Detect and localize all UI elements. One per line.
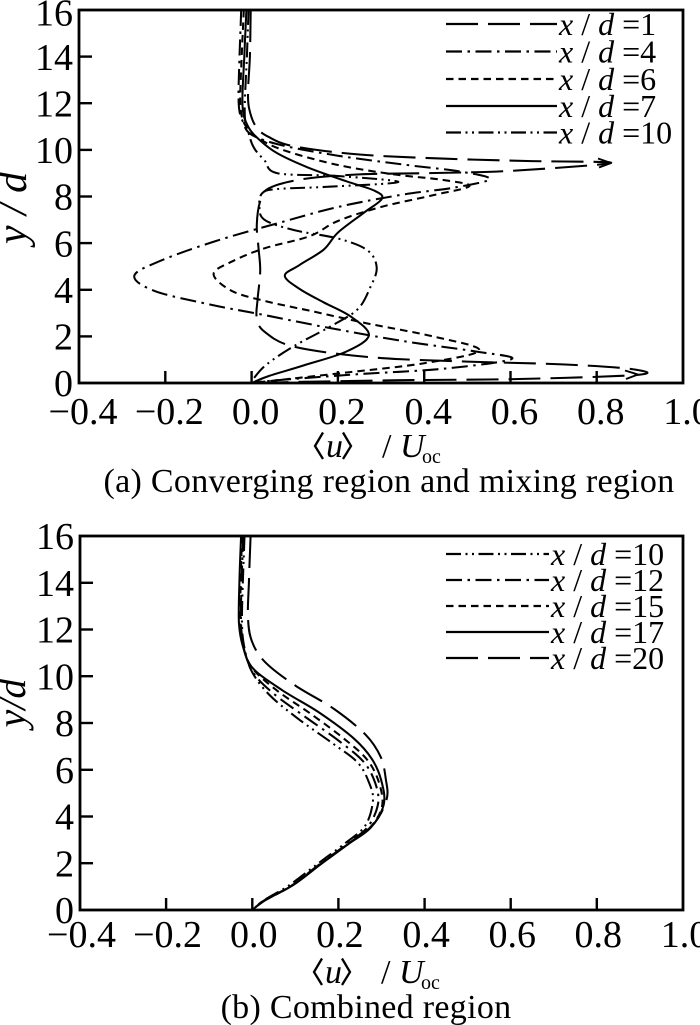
svg-text:10: 10 xyxy=(36,657,74,699)
svg-text:0.0: 0.0 xyxy=(232,391,280,433)
svg-text:oc: oc xyxy=(422,446,441,468)
svg-text:8: 8 xyxy=(55,703,74,745)
svg-text:/: / xyxy=(381,954,391,991)
svg-text:0.6: 0.6 xyxy=(488,914,536,956)
svg-text:x / d =10: x / d =10 xyxy=(558,115,672,151)
svg-text:0.2: 0.2 xyxy=(318,391,366,433)
svg-text:12: 12 xyxy=(36,610,74,652)
svg-text:x / d =1: x / d =1 xyxy=(558,6,656,42)
svg-text:−0.2: −0.2 xyxy=(135,391,204,433)
svg-text:x / d =10: x / d =10 xyxy=(550,536,664,572)
svg-text:y/d: y/d xyxy=(0,678,34,732)
svg-text:16: 16 xyxy=(35,0,73,35)
svg-text:x / d =6: x / d =6 xyxy=(558,61,656,97)
svg-text:−0.2: −0.2 xyxy=(133,914,202,956)
svg-text:−0.4: −0.4 xyxy=(49,391,118,433)
svg-text:(a) Converging region and mixi: (a) Converging region and mixing region xyxy=(103,463,674,500)
svg-text:0.2: 0.2 xyxy=(316,914,364,956)
svg-text:x / d =12: x / d =12 xyxy=(550,562,664,598)
svg-text:U: U xyxy=(400,428,427,465)
svg-text:x / d =15: x / d =15 xyxy=(550,588,664,624)
svg-text:12: 12 xyxy=(35,84,73,126)
svg-text:2: 2 xyxy=(54,317,73,359)
svg-text:0.8: 0.8 xyxy=(577,391,625,433)
svg-text:(b) Combined region: (b) Combined region xyxy=(221,989,512,1025)
svg-text:16: 16 xyxy=(36,516,74,558)
svg-text:0.0: 0.0 xyxy=(230,914,278,956)
svg-text:oc: oc xyxy=(421,972,440,994)
svg-text:x / d =17: x / d =17 xyxy=(550,614,664,650)
svg-text:0.4: 0.4 xyxy=(404,391,452,433)
svg-text:0: 0 xyxy=(55,890,74,932)
svg-text:2: 2 xyxy=(55,844,74,886)
svg-text:U: U xyxy=(399,954,426,991)
svg-text:u: u xyxy=(325,954,342,991)
svg-text:/: / xyxy=(382,428,392,465)
svg-text:u: u xyxy=(326,428,343,465)
svg-text:x / d =7: x / d =7 xyxy=(558,88,656,124)
svg-text:y / d: y / d xyxy=(0,171,36,248)
svg-text:0.6: 0.6 xyxy=(491,391,539,433)
svg-text:x / d =4: x / d =4 xyxy=(558,34,656,70)
svg-text:0: 0 xyxy=(54,363,73,405)
svg-text:14: 14 xyxy=(36,563,74,605)
svg-text:8: 8 xyxy=(54,177,73,219)
svg-text:4: 4 xyxy=(55,797,74,839)
svg-text:14: 14 xyxy=(35,37,73,79)
svg-text:1.0: 1.0 xyxy=(663,391,700,433)
svg-text:6: 6 xyxy=(55,750,74,792)
svg-text:4: 4 xyxy=(54,270,73,312)
svg-text:−0.4: −0.4 xyxy=(47,914,116,956)
svg-text:1.0: 1.0 xyxy=(661,914,700,956)
svg-text:0.4: 0.4 xyxy=(402,914,450,956)
svg-text:0.8: 0.8 xyxy=(575,914,623,956)
svg-text:x / d =20: x / d =20 xyxy=(550,640,664,676)
svg-text:10: 10 xyxy=(35,130,73,172)
svg-text:6: 6 xyxy=(54,223,73,265)
